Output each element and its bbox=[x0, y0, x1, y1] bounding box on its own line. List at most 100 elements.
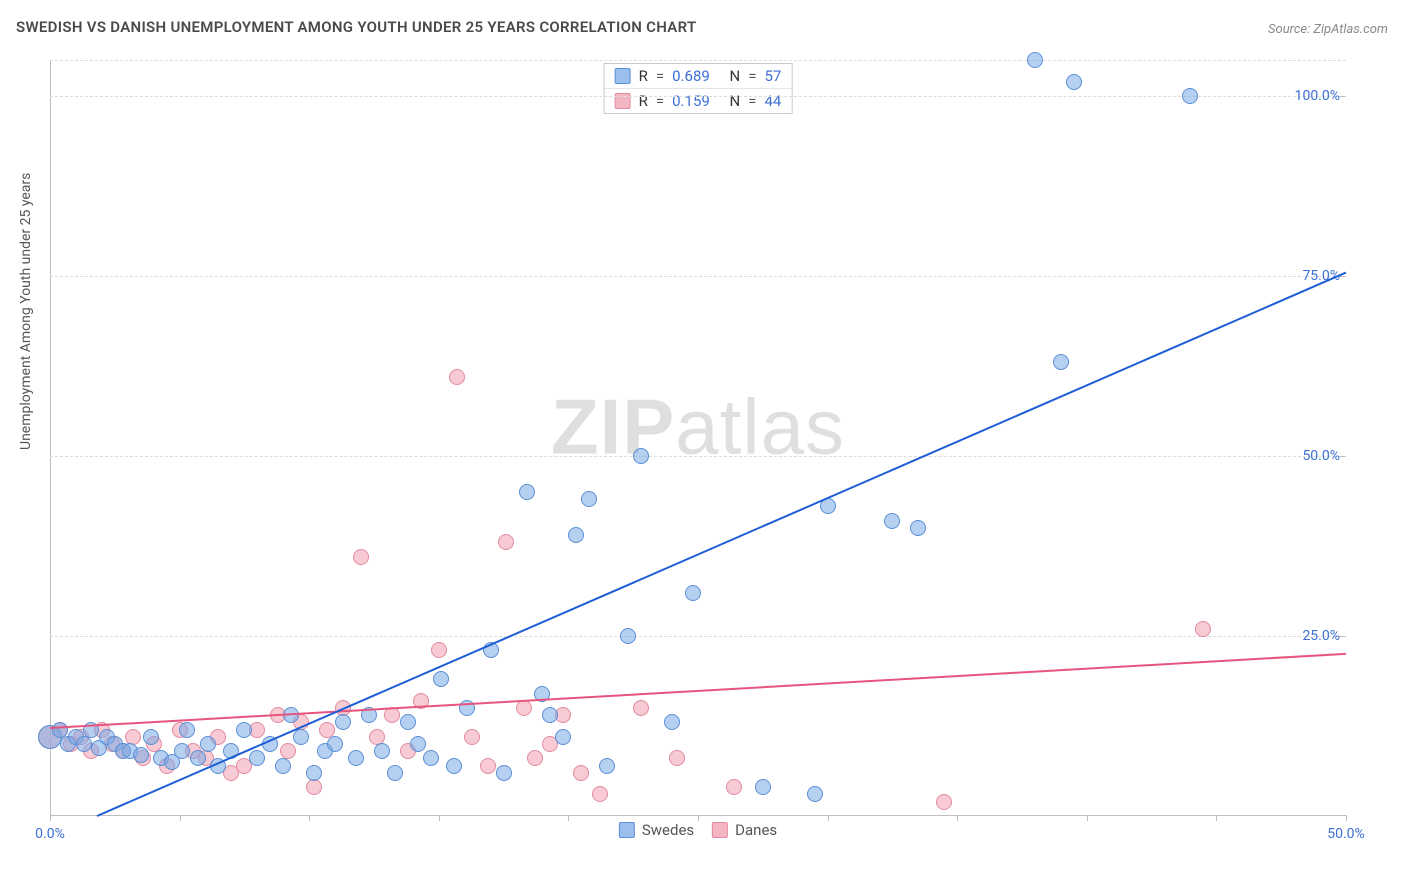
data-point-sw bbox=[133, 747, 149, 763]
data-point-da bbox=[1195, 621, 1211, 637]
data-point-sw bbox=[1066, 74, 1082, 90]
data-point-da bbox=[516, 700, 532, 716]
x-tick bbox=[309, 815, 310, 821]
x-tick bbox=[828, 815, 829, 821]
source-label: Source: ZipAtlas.com bbox=[1268, 22, 1388, 37]
data-point-sw bbox=[599, 758, 615, 774]
data-point-sw bbox=[306, 765, 322, 781]
legend-item-swedes: Swedes bbox=[619, 821, 694, 839]
data-point-da bbox=[431, 642, 447, 658]
x-tick bbox=[1346, 815, 1347, 821]
data-point-da bbox=[573, 765, 589, 781]
data-point-sw bbox=[568, 527, 584, 543]
data-point-da bbox=[480, 758, 496, 774]
data-point-sw bbox=[423, 750, 439, 766]
legend-label-swedes: Swedes bbox=[642, 821, 694, 839]
data-point-sw bbox=[410, 736, 426, 752]
x-tick bbox=[568, 815, 569, 821]
y-axis-label: Unemployment Among Youth under 25 years bbox=[18, 173, 34, 450]
data-point-sw bbox=[387, 765, 403, 781]
n-value-swedes: 57 bbox=[764, 67, 781, 85]
r-value-swedes: 0.689 bbox=[672, 67, 710, 85]
legend-item-danes: Danes bbox=[712, 821, 777, 839]
y-tick-label: 50.0% bbox=[1302, 448, 1340, 464]
y-tick-label: 100.0% bbox=[1295, 88, 1340, 104]
y-tick bbox=[1340, 96, 1346, 97]
data-point-sw bbox=[1053, 354, 1069, 370]
scatter-plot: ZIPatlas R= 0.689 N= 57 R= 0.159 N= 44 S… bbox=[50, 60, 1346, 840]
x-tick bbox=[50, 815, 51, 821]
data-point-sw bbox=[76, 736, 92, 752]
data-point-sw bbox=[755, 779, 771, 795]
x-tick bbox=[180, 815, 181, 821]
data-point-sw bbox=[910, 520, 926, 536]
data-point-da bbox=[498, 534, 514, 550]
data-point-da bbox=[633, 700, 649, 716]
data-point-sw bbox=[400, 714, 416, 730]
x-tick bbox=[698, 815, 699, 821]
data-point-sw bbox=[664, 714, 680, 730]
data-point-sw bbox=[446, 758, 462, 774]
data-point-da bbox=[280, 743, 296, 759]
data-point-sw bbox=[275, 758, 291, 774]
data-point-sw bbox=[581, 491, 597, 507]
data-point-da bbox=[449, 369, 465, 385]
data-point-da bbox=[353, 549, 369, 565]
swatch-swedes-icon bbox=[619, 822, 635, 838]
data-point-sw bbox=[807, 786, 823, 802]
r-value-danes: 0.159 bbox=[672, 92, 710, 110]
legend-row-danes: R= 0.159 N= 44 bbox=[605, 88, 792, 113]
data-point-da bbox=[306, 779, 322, 795]
y-tick bbox=[1340, 456, 1346, 457]
chart-title: SWEDISH VS DANISH UNEMPLOYMENT AMONG YOU… bbox=[16, 18, 697, 36]
data-point-sw bbox=[293, 729, 309, 745]
series-legend: Swedes Danes bbox=[611, 819, 785, 841]
data-point-da bbox=[726, 779, 742, 795]
data-point-sw bbox=[236, 722, 252, 738]
data-point-sw bbox=[542, 707, 558, 723]
data-point-da bbox=[592, 786, 608, 802]
data-point-sw bbox=[143, 729, 159, 745]
data-point-sw bbox=[335, 714, 351, 730]
gridline-h bbox=[50, 456, 1346, 457]
y-tick bbox=[1340, 276, 1346, 277]
data-point-sw bbox=[1182, 88, 1198, 104]
x-tick bbox=[957, 815, 958, 821]
x-tick-label: 50.0% bbox=[1327, 826, 1365, 842]
data-point-sw bbox=[884, 513, 900, 529]
data-point-sw bbox=[348, 750, 364, 766]
gridline-h bbox=[50, 60, 1346, 61]
y-tick-label: 25.0% bbox=[1302, 628, 1340, 644]
x-tick bbox=[1216, 815, 1217, 821]
data-point-da bbox=[527, 750, 543, 766]
correlation-legend: R= 0.689 N= 57 R= 0.159 N= 44 bbox=[604, 63, 793, 114]
x-tick-label: 0.0% bbox=[35, 826, 65, 842]
data-point-sw bbox=[433, 671, 449, 687]
data-point-sw bbox=[685, 585, 701, 601]
data-point-sw bbox=[200, 736, 216, 752]
gridline-h bbox=[50, 276, 1346, 277]
data-point-sw bbox=[1027, 52, 1043, 68]
data-point-sw bbox=[555, 729, 571, 745]
swatch-swedes-icon bbox=[615, 68, 631, 84]
gridline-h bbox=[50, 96, 1346, 97]
data-point-sw bbox=[179, 722, 195, 738]
data-point-sw bbox=[519, 484, 535, 500]
gridline-h bbox=[50, 636, 1346, 637]
data-point-sw bbox=[496, 765, 512, 781]
swatch-danes-icon bbox=[712, 822, 728, 838]
data-point-sw bbox=[633, 448, 649, 464]
data-point-da bbox=[464, 729, 480, 745]
data-point-da bbox=[936, 794, 952, 810]
y-tick bbox=[1340, 636, 1346, 637]
data-point-sw bbox=[327, 736, 343, 752]
data-point-sw bbox=[620, 628, 636, 644]
legend-label-danes: Danes bbox=[735, 821, 777, 839]
y-axis-line bbox=[50, 60, 51, 816]
legend-row-swedes: R= 0.689 N= 57 bbox=[605, 64, 792, 88]
data-point-da bbox=[669, 750, 685, 766]
n-value-danes: 44 bbox=[764, 92, 781, 110]
regression-line-sw bbox=[96, 271, 1346, 816]
regression-line-da bbox=[50, 653, 1346, 729]
x-tick bbox=[1087, 815, 1088, 821]
